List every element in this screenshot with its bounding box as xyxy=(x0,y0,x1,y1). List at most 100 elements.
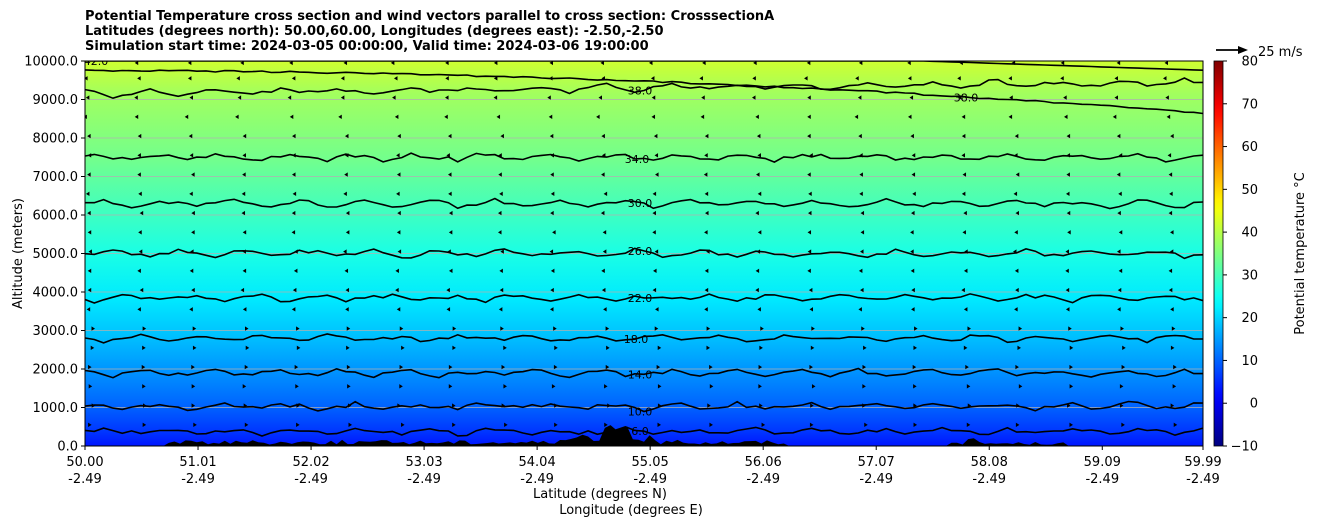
wind-vector xyxy=(860,230,865,235)
wind-vector xyxy=(704,133,709,139)
x-tick-label-lat: 50.00 xyxy=(66,455,103,470)
wind-vector xyxy=(503,384,507,389)
wind-vector xyxy=(291,230,296,235)
wind-vector xyxy=(598,95,602,100)
wind-vector xyxy=(705,210,709,216)
wind-vector xyxy=(1068,326,1072,331)
wind-vector xyxy=(1116,61,1121,66)
wind-vector xyxy=(607,403,611,408)
wind-vector xyxy=(189,95,194,100)
wind-vector xyxy=(806,61,811,66)
wind-vector xyxy=(810,345,815,351)
wind-vector xyxy=(503,345,507,351)
chart-title: Potential Temperature cross section and … xyxy=(85,9,774,54)
wind-vector xyxy=(86,307,91,312)
wind-vector xyxy=(187,61,192,66)
wind-vector xyxy=(553,364,558,370)
wind-vector xyxy=(962,230,966,235)
wind-vector xyxy=(913,384,917,389)
wind-vector xyxy=(142,326,147,331)
wind-vector xyxy=(448,384,453,389)
contour-label: 26.0 xyxy=(628,245,653,258)
x-tick-label-lat: 57.07 xyxy=(858,455,895,470)
wind-vector xyxy=(1173,364,1177,370)
wind-vector xyxy=(237,95,242,100)
wind-vector xyxy=(758,364,763,370)
wind-vector xyxy=(811,384,816,389)
x-tick-label-lat: 52.02 xyxy=(292,455,329,470)
wind-vector xyxy=(1170,230,1174,235)
wind-vector xyxy=(1170,307,1174,312)
wind-vector xyxy=(191,384,196,389)
wind-vector xyxy=(757,191,762,197)
colorbar-tick-label: 10 xyxy=(1241,354,1258,369)
wind-vector xyxy=(553,326,557,331)
wind-vector xyxy=(343,191,347,197)
wind-vector xyxy=(602,249,607,254)
wind-vector xyxy=(452,403,456,408)
wind-vector xyxy=(292,191,297,197)
wind-vector xyxy=(549,307,554,312)
y-axis-label: Altitude (meters) xyxy=(11,198,26,309)
wind-vector xyxy=(1069,422,1073,428)
wind-vector xyxy=(604,422,608,428)
wind-vector xyxy=(854,114,859,120)
wind-vector xyxy=(859,153,863,158)
wind-vector xyxy=(907,61,911,66)
wind-vector xyxy=(500,133,504,139)
wind-vector xyxy=(1014,307,1018,312)
wind-vector xyxy=(88,384,93,389)
wind-vector xyxy=(600,210,605,216)
wind-vector xyxy=(549,76,553,81)
wind-vector xyxy=(344,153,349,158)
wind-vector xyxy=(756,172,760,177)
wind-vector xyxy=(1069,345,1074,351)
wind-vector xyxy=(291,76,296,81)
wind-vector xyxy=(447,249,451,254)
wind-vector xyxy=(855,76,859,81)
wind-vector xyxy=(396,191,400,197)
wind-vector xyxy=(756,133,761,139)
wind-vector xyxy=(1066,172,1070,177)
wind-vector xyxy=(399,384,403,389)
wind-vector xyxy=(242,249,246,254)
wind-vector xyxy=(1008,76,1012,81)
wind-vector xyxy=(654,249,659,254)
wind-vector xyxy=(914,326,918,331)
wind-vector xyxy=(1171,326,1176,331)
x-tick-label-lon: -2.49 xyxy=(972,472,1006,487)
wind-vector xyxy=(343,61,348,66)
wind-vector xyxy=(911,172,916,177)
wind-vector xyxy=(343,249,347,254)
wind-vector xyxy=(1015,364,1019,370)
wind-vector xyxy=(1172,384,1177,389)
wind-vector xyxy=(961,287,965,293)
wind-vector xyxy=(703,172,708,177)
wind-vector xyxy=(401,345,405,351)
wind-vector xyxy=(138,230,142,235)
wind-vector xyxy=(137,172,141,177)
wind-vector xyxy=(241,191,246,197)
x-tick-label-lat: 59.09 xyxy=(1084,455,1121,470)
wind-vector xyxy=(963,345,968,351)
wind-vector xyxy=(396,172,401,177)
wind-vector xyxy=(139,210,144,216)
colorbar-tick-label: 60 xyxy=(1241,140,1258,155)
contour-label: 38.0 xyxy=(954,92,979,105)
wind-vector xyxy=(601,287,606,293)
wind-vector xyxy=(755,268,760,274)
wind-vector xyxy=(85,191,90,197)
wind-vector xyxy=(338,114,342,120)
colorbar-tick-label: 30 xyxy=(1241,268,1258,283)
wind-vector xyxy=(1112,114,1117,120)
wind-vector xyxy=(961,153,965,158)
wind-vector xyxy=(142,384,146,389)
contour-label: 18.0 xyxy=(624,333,649,346)
wind-vector xyxy=(291,210,296,216)
wind-vector xyxy=(809,364,813,370)
wind-vector xyxy=(87,230,92,235)
wind-vector xyxy=(651,95,656,100)
wind-vector xyxy=(244,422,249,428)
wind-vector xyxy=(550,287,554,293)
wind-vector xyxy=(452,345,456,351)
